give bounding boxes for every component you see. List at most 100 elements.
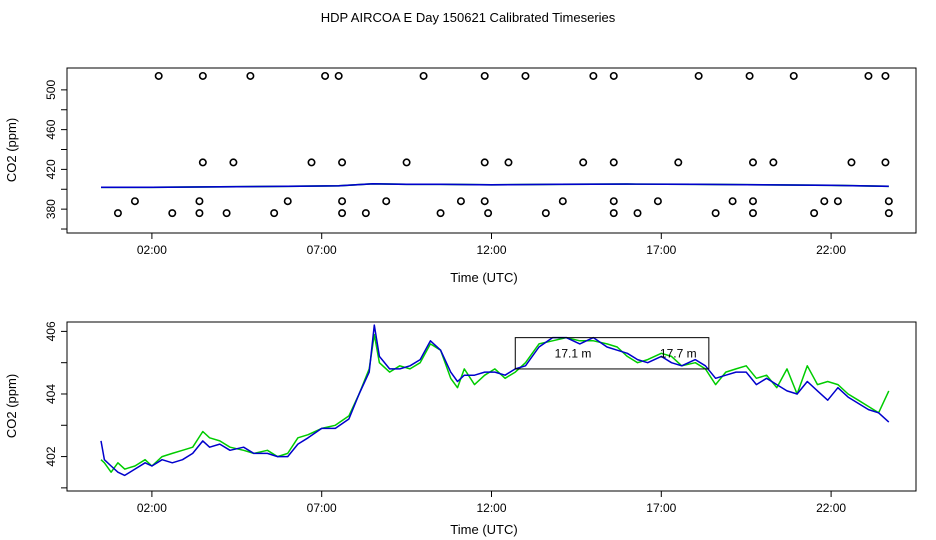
data-point <box>504 158 513 167</box>
data-point <box>884 197 893 206</box>
data-point <box>338 158 347 167</box>
data-point <box>589 71 598 80</box>
y-axis-ticks <box>61 89 67 230</box>
data-point <box>881 71 890 80</box>
series-line <box>101 183 889 189</box>
x-axis: 02:00 07:00 12:00 17:00 22:00 <box>137 491 846 515</box>
data-point <box>195 197 204 206</box>
y-axis: 380 420 460 500 <box>44 80 58 220</box>
data-point <box>113 209 122 218</box>
series-layer <box>101 183 889 189</box>
data-point <box>881 158 890 167</box>
y-tick-label: 500 <box>44 80 58 100</box>
data-point <box>222 209 231 218</box>
data-point <box>456 197 465 206</box>
x-axis-label: Time (UTC) <box>450 522 517 537</box>
data-point <box>480 197 489 206</box>
x-tick-label: 02:00 <box>137 501 167 515</box>
panel-raw-co2: 02:00 07:00 12:00 17:00 22:00 380 420 460 500 T… <box>4 67 917 285</box>
data-point <box>419 71 428 80</box>
y-tick-label: 420 <box>44 159 58 179</box>
y-axis: 402 404 406 <box>44 321 58 467</box>
data-point <box>609 158 618 167</box>
data-point <box>246 71 255 80</box>
x-tick-label: 17:00 <box>646 501 676 515</box>
series-line <box>100 324 890 477</box>
data-point <box>748 158 757 167</box>
data-point <box>609 71 618 80</box>
data-point <box>810 209 819 218</box>
data-point <box>884 209 893 218</box>
data-point <box>283 197 292 206</box>
data-point <box>728 197 737 206</box>
y-tick-label: 406 <box>44 321 58 341</box>
data-point <box>402 158 411 167</box>
x-tick-label: 07:00 <box>307 243 337 257</box>
data-point <box>864 71 873 80</box>
y-tick-label: 402 <box>44 446 58 466</box>
data-point <box>694 71 703 80</box>
data-point <box>321 71 330 80</box>
plot-frame <box>66 321 917 492</box>
data-point <box>361 209 370 218</box>
points-layer <box>113 71 893 218</box>
annotation-layer: 17.1 m 17.7 m <box>514 337 710 370</box>
y-axis-ticks <box>61 330 67 489</box>
annotation-label: 17.7 m <box>660 346 697 360</box>
data-point <box>833 197 842 206</box>
data-point <box>789 71 798 80</box>
data-point <box>334 71 343 80</box>
data-point <box>382 197 391 206</box>
data-point <box>558 197 567 206</box>
panel-co2-timeseries: 02:00 07:00 12:00 17:00 22:00 402 404 406 17.1… <box>4 321 917 537</box>
data-point <box>480 71 489 80</box>
data-point <box>338 209 347 218</box>
data-point <box>745 71 754 80</box>
data-point <box>609 197 618 206</box>
annotation-label: 17.1 m <box>555 346 592 360</box>
data-point <box>609 209 618 218</box>
data-point <box>480 158 489 167</box>
y-axis-label: CO2 (ppm) <box>4 118 19 182</box>
data-point <box>198 158 207 167</box>
plot-frame <box>66 67 917 234</box>
data-point <box>748 197 757 206</box>
data-point <box>653 197 662 206</box>
data-point <box>633 209 642 218</box>
data-point <box>229 158 238 167</box>
y-tick-label: 404 <box>44 384 58 404</box>
data-point <box>579 158 588 167</box>
figure-title: HDP AIRCOA E Day 150621 Calibrated Times… <box>321 10 616 25</box>
data-point <box>168 209 177 218</box>
annotation-box <box>514 337 710 370</box>
x-axis: 02:00 07:00 12:00 17:00 22:00 <box>137 233 846 257</box>
x-tick-label: 22:00 <box>816 501 846 515</box>
x-tick-label: 07:00 <box>307 501 337 515</box>
data-point <box>484 209 493 218</box>
x-tick-label: 17:00 <box>646 243 676 257</box>
data-point <box>847 158 856 167</box>
data-point <box>130 197 139 206</box>
data-point <box>674 158 683 167</box>
x-tick-label: 12:00 <box>476 501 506 515</box>
x-axis-label: Time (UTC) <box>450 270 517 285</box>
data-point <box>307 158 316 167</box>
data-point <box>270 209 279 218</box>
x-tick-label: 22:00 <box>816 243 846 257</box>
data-point <box>521 71 530 80</box>
series-line <box>100 333 890 473</box>
data-point <box>541 209 550 218</box>
data-point <box>198 71 207 80</box>
data-point <box>338 197 347 206</box>
data-point <box>195 209 204 218</box>
data-point <box>769 158 778 167</box>
data-point <box>711 209 720 218</box>
series-layer <box>100 324 890 477</box>
x-tick-label: 12:00 <box>476 243 506 257</box>
y-axis-label: CO2 (ppm) <box>4 374 19 438</box>
data-point <box>820 197 829 206</box>
data-point <box>748 209 757 218</box>
data-point <box>436 209 445 218</box>
data-point <box>154 71 163 80</box>
